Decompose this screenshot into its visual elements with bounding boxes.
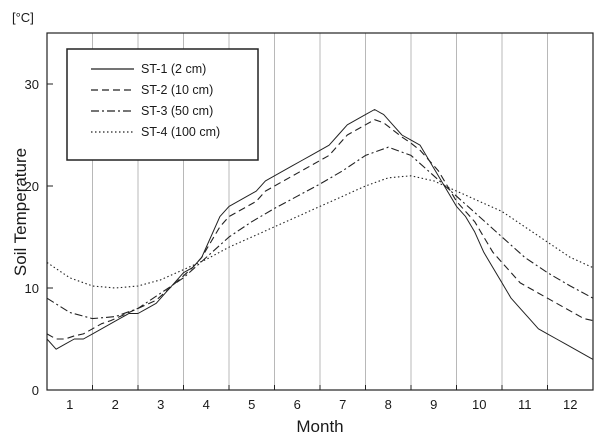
series-line-3 <box>46 146 594 320</box>
x-tick-label: 8 <box>385 397 392 412</box>
x-tick-label: 1 <box>66 397 73 412</box>
series-line-4 <box>46 175 594 289</box>
x-tick-label: 3 <box>157 397 164 412</box>
y-tick-label: 30 <box>25 77 39 92</box>
x-tick-label: 9 <box>430 397 437 412</box>
series-line-1 <box>46 109 594 360</box>
x-tick-label: 11 <box>518 397 532 412</box>
x-tick-label: 5 <box>248 397 255 412</box>
legend-label-3: ST-3 (50 cm) <box>141 104 213 118</box>
y-unit-label: [°C] <box>12 10 34 25</box>
x-tick-label: 6 <box>294 397 301 412</box>
x-axis-label: Month <box>296 417 343 436</box>
series-lines <box>46 109 594 360</box>
x-tick-label: 4 <box>203 397 210 412</box>
x-tick-label: 7 <box>339 397 346 412</box>
y-axis-label: Soil Temperature <box>11 148 30 276</box>
x-axis-ticks: 1 2 3 4 5 6 7 8 9 10 11 12 <box>46 385 594 412</box>
legend-box <box>66 48 259 161</box>
y-axis-ticks: 0 10 20 30 <box>25 77 53 398</box>
legend-label-1: ST-1 (2 cm) <box>141 62 206 76</box>
y-tick-label: 20 <box>25 179 39 194</box>
legend-label-4: ST-4 (100 cm) <box>141 125 220 139</box>
legend-label-2: ST-2 (10 cm) <box>141 83 213 97</box>
x-tick-label: 10 <box>472 397 486 412</box>
legend: ST-1 (2 cm) ST-2 (10 cm) ST-3 (50 cm) ST-4 … <box>66 48 259 161</box>
y-tick-label: 0 <box>32 383 39 398</box>
y-tick-label: 10 <box>25 281 39 296</box>
x-tick-label: 2 <box>112 397 119 412</box>
x-tick-label: 12 <box>563 397 577 412</box>
